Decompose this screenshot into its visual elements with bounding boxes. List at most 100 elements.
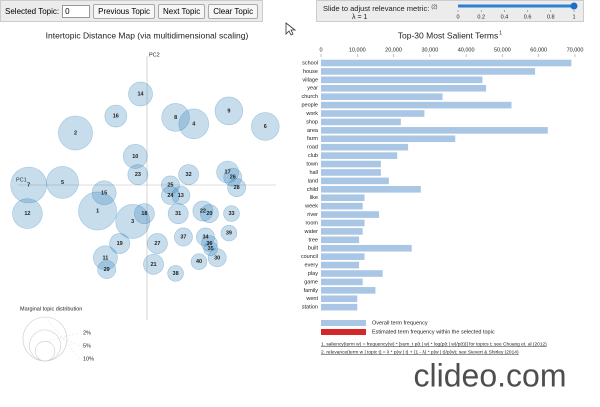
bar[interactable] xyxy=(321,211,380,218)
term-label[interactable]: went xyxy=(305,296,318,302)
topic-bubble[interactable] xyxy=(178,164,199,185)
topic-bubble[interactable] xyxy=(207,248,227,268)
topic-bubble[interactable] xyxy=(78,191,117,231)
topic-bubble[interactable] xyxy=(134,203,155,224)
term-label[interactable]: year xyxy=(307,86,318,92)
topic-bubble[interactable] xyxy=(46,166,79,199)
term-label[interactable]: tree xyxy=(309,237,318,243)
previous-topic-button[interactable]: Previous Topic xyxy=(93,3,155,19)
topic-bubble[interactable] xyxy=(223,167,243,187)
bar[interactable] xyxy=(321,101,512,109)
topic-bubble[interactable] xyxy=(192,200,214,222)
topic-bubble[interactable] xyxy=(214,96,244,126)
topic-bubble[interactable] xyxy=(10,166,48,204)
next-topic-button[interactable]: Next Topic xyxy=(158,3,206,19)
bar[interactable] xyxy=(321,219,365,227)
term-label[interactable]: farm xyxy=(307,136,318,142)
topic-bubble[interactable] xyxy=(161,103,190,132)
term-label[interactable]: town xyxy=(306,161,318,167)
topic-bubble[interactable] xyxy=(201,235,218,252)
topic-bubble[interactable] xyxy=(178,108,210,140)
topic-bubble[interactable] xyxy=(227,178,247,197)
bar[interactable] xyxy=(321,228,363,235)
bar[interactable] xyxy=(321,135,456,143)
bar[interactable] xyxy=(321,202,363,210)
term-label[interactable]: land xyxy=(308,178,318,184)
bar[interactable] xyxy=(321,244,412,252)
topic-bubble[interactable] xyxy=(220,224,238,242)
bar[interactable] xyxy=(321,59,572,67)
topic-bubble[interactable] xyxy=(190,253,208,270)
topic-bubble[interactable] xyxy=(147,233,168,254)
topic-bubble[interactable] xyxy=(104,104,128,128)
term-label[interactable]: station xyxy=(302,305,318,311)
topic-bubble[interactable] xyxy=(143,253,164,275)
topic-bubble[interactable] xyxy=(128,81,153,107)
term-label[interactable]: family xyxy=(304,288,319,294)
topic-bubble[interactable] xyxy=(171,186,191,205)
bar[interactable] xyxy=(321,110,425,117)
bar[interactable] xyxy=(321,278,363,286)
term-label[interactable]: road xyxy=(307,145,318,151)
term-label[interactable]: shop xyxy=(306,119,318,125)
bar[interactable] xyxy=(321,270,383,277)
topic-bubble[interactable] xyxy=(109,233,131,254)
term-label[interactable]: council xyxy=(301,254,318,260)
term-label[interactable]: people xyxy=(301,103,318,109)
term-label[interactable]: river xyxy=(307,212,318,218)
topic-bubble[interactable] xyxy=(216,160,239,184)
bar[interactable] xyxy=(321,84,487,92)
bar[interactable] xyxy=(321,303,358,311)
bar[interactable] xyxy=(321,93,443,100)
term-label[interactable]: like xyxy=(310,195,318,201)
topic-bubble[interactable] xyxy=(200,204,219,223)
term-label[interactable]: water xyxy=(304,229,319,235)
term-label[interactable]: room xyxy=(305,220,318,226)
term-label[interactable]: work xyxy=(305,111,318,117)
topic-bubble[interactable] xyxy=(203,241,218,256)
topic-bubble[interactable] xyxy=(58,115,93,151)
bar[interactable] xyxy=(321,236,360,244)
term-label[interactable]: house xyxy=(303,69,318,75)
term-label[interactable]: village xyxy=(302,77,318,83)
term-label[interactable]: child xyxy=(307,187,318,193)
term-label[interactable]: hall xyxy=(309,170,318,176)
selected-topic-input[interactable] xyxy=(62,4,91,18)
bar[interactable] xyxy=(321,127,548,134)
bar[interactable] xyxy=(321,169,381,176)
topic-bubble[interactable] xyxy=(93,245,118,271)
term-label[interactable]: week xyxy=(304,204,318,210)
bar[interactable] xyxy=(321,253,365,260)
topic-bubble[interactable] xyxy=(223,205,240,222)
topic-bubble[interactable] xyxy=(122,144,148,169)
term-label[interactable]: area xyxy=(307,128,319,134)
term-label[interactable]: play xyxy=(308,271,318,277)
topic-bubble[interactable] xyxy=(251,112,280,141)
topic-bubble[interactable] xyxy=(115,204,151,239)
bar[interactable] xyxy=(321,152,398,159)
topic-bubble[interactable] xyxy=(167,265,184,282)
bar[interactable] xyxy=(321,177,389,185)
topic-bubble[interactable] xyxy=(97,260,117,279)
term-label[interactable]: club xyxy=(308,153,318,159)
topic-bubble[interactable] xyxy=(161,186,180,205)
bar[interactable] xyxy=(321,118,401,126)
topic-bubble[interactable] xyxy=(174,227,193,247)
bar[interactable] xyxy=(321,68,536,75)
clear-topic-button[interactable]: Clear Topic xyxy=(208,3,259,19)
topic-bubble[interactable] xyxy=(161,175,180,195)
bar[interactable] xyxy=(321,143,409,151)
term-label[interactable]: built xyxy=(308,246,319,252)
topic-bubble[interactable] xyxy=(196,227,215,247)
bar[interactable] xyxy=(321,194,365,202)
bar[interactable] xyxy=(321,76,483,84)
bar[interactable] xyxy=(321,295,358,303)
bar[interactable] xyxy=(321,186,421,193)
term-label[interactable]: school xyxy=(302,60,318,66)
term-label[interactable]: church xyxy=(301,94,318,100)
term-label[interactable]: game xyxy=(304,279,318,285)
topic-bubble[interactable] xyxy=(127,164,149,185)
slider-handle[interactable] xyxy=(570,2,578,10)
bar[interactable] xyxy=(321,287,376,294)
topic-bubble[interactable] xyxy=(12,198,43,229)
